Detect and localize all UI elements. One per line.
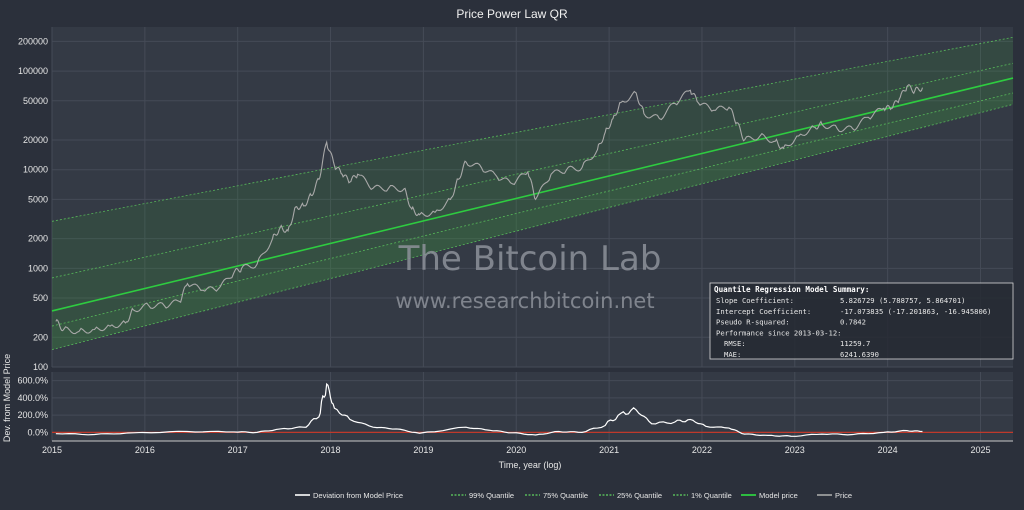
model-summary-label: Slope Coefficient: (716, 296, 794, 305)
axes: 200000 100000 50000 20000 10000 5000 2000 1000 5… (17, 36, 1013, 455)
model-summary-title: Quantile Regression Model Summary: (714, 285, 869, 294)
x-tick-label: 2021 (599, 445, 619, 455)
model-summary-label: Performance since 2013-03-12: (716, 328, 842, 337)
legend-item-label: 75% Quantile (543, 491, 588, 500)
x-tick-label: 2015 (42, 445, 62, 455)
y-tick-label: 50000 (23, 96, 48, 106)
y2-tick-label: 200.0% (17, 410, 48, 420)
x-tick-label: 2017 (228, 445, 248, 455)
model-summary-value: 11259.7 (840, 339, 870, 348)
x-tick-label: 2022 (692, 445, 712, 455)
legend-item-label: 1% Quantile (691, 491, 732, 500)
x-tick-label: 2023 (785, 445, 805, 455)
model-summary-value: 5.826729 (5.788757, 5.864701) (840, 296, 966, 305)
y-tick-label: 100000 (18, 66, 48, 76)
quantile-line (51, 62, 1014, 279)
legend: Deviation from Model Price 99% Quantile 75… (295, 491, 852, 500)
y2-tick-label: 600.0% (17, 376, 48, 386)
y-tick-label: 10000 (23, 165, 48, 175)
grid-lines (51, 27, 1013, 441)
y-tick-label: 20000 (23, 135, 48, 145)
deviation-series (52, 382, 1013, 437)
y2-tick-label: 400.0% (17, 393, 48, 403)
watermark-url: www.researchbitcoin.net (395, 289, 654, 313)
model-summary-label: Pseudo R-squared: (716, 318, 790, 327)
legend-item-label: 25% Quantile (617, 491, 662, 500)
model-summary-frame (709, 282, 1014, 360)
x-tick-label: 2016 (135, 445, 155, 455)
x-tick-label: 2018 (321, 445, 341, 455)
model-summary-label: RMSE: (724, 339, 746, 348)
y-tick-label: 5000 (28, 194, 48, 204)
y2-tick-label: 0.0% (27, 427, 48, 437)
y-tick-label: 2000 (28, 234, 48, 244)
y-tick-label: 500 (33, 293, 48, 303)
model-summary-box: Quantile Regression Model Summary: Slope … (709, 282, 1014, 360)
legend-item-label: Deviation from Model Price (313, 491, 403, 500)
deviation-line (55, 382, 923, 437)
quantile-line (51, 36, 1014, 222)
x-tick-label: 2024 (878, 445, 898, 455)
y-tick-label: 1000 (28, 263, 48, 273)
legend-item-label: 99% Quantile (469, 491, 514, 500)
y-tick-label: 100 (33, 362, 48, 372)
model-summary-label: MAE: (724, 350, 741, 359)
quantile-band-fill (52, 37, 1013, 278)
y2-axis-title: Dev. from Model Price (2, 354, 12, 442)
chart-title: Price Power Law QR (456, 7, 568, 21)
x-tick-label: 2025 (970, 445, 990, 455)
model-summary-value: 0.7842 (840, 318, 866, 327)
model-price-line (51, 77, 1014, 312)
quantile-line (51, 103, 1014, 351)
x-tick-label: 2020 (506, 445, 526, 455)
price-series (55, 84, 923, 335)
deviation-panel-bg (52, 372, 1013, 441)
y-tick-label: 200 (33, 332, 48, 342)
quantile-band-fill (52, 92, 1013, 350)
price-line (55, 84, 923, 335)
x-axis-title: Time, year (log) (499, 460, 562, 470)
quantile-bands (51, 36, 1014, 351)
y-tick-label: 200000 (18, 36, 48, 46)
legend-item-label: Price (835, 491, 852, 500)
legend-item-label: Model price (759, 491, 798, 500)
model-summary-value: 6241.6390 (840, 350, 879, 359)
model-summary-label: Intercept Coefficient: (716, 307, 811, 316)
model-summary-value: -17.073835 (-17.201863, -16.945806) (840, 307, 991, 316)
watermark-title: The Bitcoin Lab (398, 239, 662, 279)
x-tick-label: 2019 (413, 445, 433, 455)
